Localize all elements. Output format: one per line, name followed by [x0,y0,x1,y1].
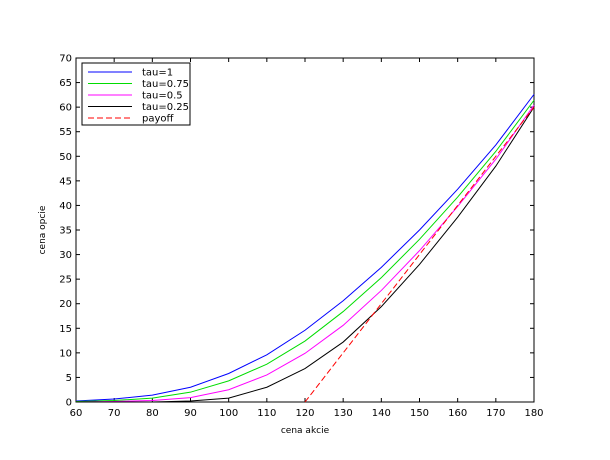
y-tick-label: 5 [66,373,72,384]
legend-label: payoff [142,114,175,125]
y-tick-label: 35 [59,226,72,237]
legend-label: tau=1 [142,68,173,79]
x-tick-label: 70 [108,408,121,419]
y-tick-label: 60 [59,103,72,114]
x-axis-label: cena akcie [281,426,330,436]
series-line-4 [304,106,535,403]
x-tick-label: 180 [524,408,543,419]
y-tick-label: 50 [59,152,72,163]
axis-ticks: 60 70 80 90 100 110 120 130 140 150 160 170 180 0 5 10 1… [59,54,543,420]
y-tick-label: 65 [59,78,72,89]
series-line-2 [75,104,535,403]
series-line-1 [75,99,535,403]
x-tick-label: 80 [146,408,159,419]
y-tick-label: 40 [59,201,72,212]
x-tick-label: 170 [486,408,505,419]
x-tick-label: 110 [257,408,276,419]
x-tick-label: 160 [448,408,467,419]
y-tick-label: 0 [66,398,72,409]
legend-label: tau=0.5 [142,91,183,102]
y-axis-label: cena opcie [38,205,48,254]
y-tick-label: 70 [59,54,72,65]
series-lines [75,94,535,403]
y-tick-label: 15 [59,324,72,335]
x-tick-label: 140 [372,408,391,419]
y-tick-label: 25 [59,275,72,286]
y-tick-label: 10 [59,348,72,359]
x-tick-label: 90 [184,408,197,419]
legend-label: tau=0.75 [142,79,189,90]
y-tick-label: 30 [59,250,72,261]
legend-box [81,62,191,126]
x-tick-label: 60 [70,408,83,419]
y-tick-label: 45 [59,176,72,187]
series-line-3 [76,106,535,403]
series-line-0 [75,94,535,402]
y-tick-label: 20 [59,299,72,310]
x-tick-label: 130 [334,408,353,419]
x-tick-label: 120 [295,408,314,419]
legend-label: tau=0.25 [142,102,189,113]
y-tick-label: 55 [59,127,72,138]
x-tick-label: 150 [410,408,429,419]
x-tick-label: 100 [219,408,238,419]
